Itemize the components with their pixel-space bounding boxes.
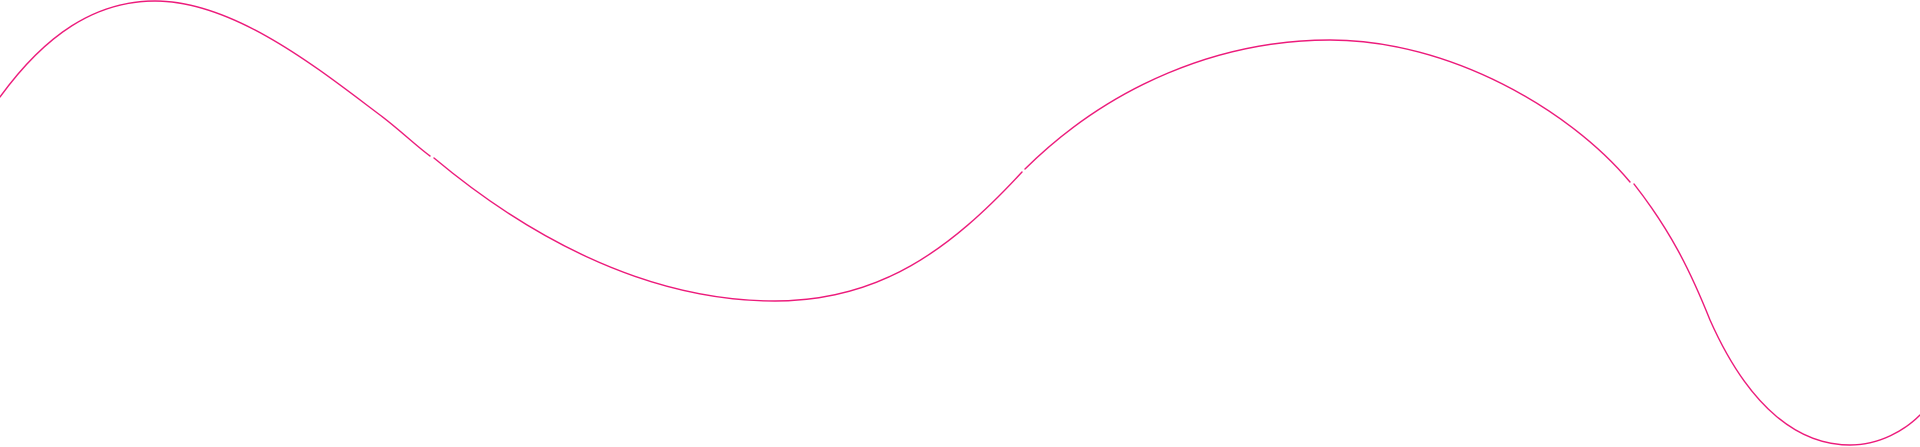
wave-segment-4	[1633, 183, 1920, 446]
wave-segment-2	[433, 157, 1023, 302]
wave-segment-3	[1024, 39, 1631, 183]
wave-segment-1	[0, 0, 431, 157]
